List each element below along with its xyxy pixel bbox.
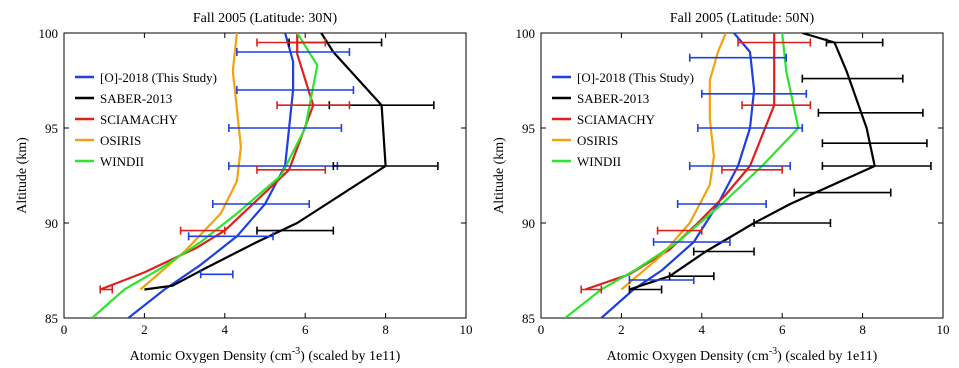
y-tick-label: 95 (45, 121, 58, 136)
error-bar (256, 38, 327, 47)
chart-1: Fall 2005 (Latitude: 30N) 0 2 4 6 8 10 85 90 95 10… (15, 11, 473, 364)
error-bar (179, 226, 226, 235)
series-line (620, 33, 727, 291)
error-bar (737, 38, 812, 47)
y-tick-label: 85 (45, 311, 58, 326)
legend-label: [O]-2018 (This Study) (100, 70, 217, 85)
error-bar (821, 139, 928, 148)
error-bar (700, 89, 808, 98)
plot-data (91, 33, 439, 318)
plot-frame (540, 32, 944, 319)
legend-label: OSIRIS (577, 133, 618, 148)
series-line (127, 33, 295, 318)
legend-label: [O]-2018 (This Study) (577, 70, 694, 85)
error-bar (628, 276, 695, 284)
error-bar (688, 53, 788, 62)
legend-label: SABER-2013 (577, 91, 649, 106)
legend-label: SCIAMACHY (100, 112, 179, 127)
error-bar (236, 86, 355, 94)
chart-2: Fall 2005 (Latitude: 50N) 0 2 4 6 8 10 85 90 95 10… (492, 11, 950, 364)
x-tick-label: 0 (538, 322, 545, 337)
legend-label: OSIRIS (100, 133, 141, 148)
y-tick-label: 95 (522, 121, 535, 136)
x-axis-label: Atomic Oxygen Density (cm-3) (scaled by … (607, 346, 878, 364)
error-bar (753, 219, 832, 227)
error-bar (276, 101, 351, 110)
error-bar (187, 232, 274, 241)
error-bar (652, 238, 731, 246)
x-tick-label: 2 (618, 322, 625, 337)
legend-label: WINDII (577, 154, 621, 169)
x-tick-label: 10 (937, 322, 950, 337)
error-bar (692, 247, 755, 256)
x-tick-label: 4 (222, 322, 229, 337)
error-bar (199, 270, 234, 279)
error-bar (741, 101, 812, 110)
error-bar (256, 226, 335, 235)
error-bar (825, 38, 884, 47)
series-line (139, 33, 242, 291)
x-tick-label: 6 (302, 322, 309, 337)
y-axis-label: Altitude (km) (15, 137, 30, 214)
error-bar (628, 285, 663, 294)
error-bar (99, 285, 114, 294)
error-bar (256, 165, 327, 174)
chart-title: Fall 2005 (Latitude: 50N) (670, 11, 815, 26)
y-tick-label: 90 (522, 216, 535, 231)
error-bar (793, 188, 892, 197)
series-line (91, 33, 319, 318)
error-bar (228, 124, 343, 132)
error-bar (688, 162, 792, 170)
series-line (99, 33, 315, 291)
x-axis-label: Atomic Oxygen Density (cm-3) (scaled by … (130, 346, 401, 364)
y-tick-label: 85 (522, 311, 535, 326)
y-axis-label: Altitude (km) (492, 137, 507, 214)
x-tick-label: 0 (61, 322, 68, 337)
error-bar (236, 48, 351, 56)
error-bar (580, 285, 603, 294)
x-tick-label: 6 (779, 322, 786, 337)
error-bar (332, 162, 439, 170)
legend-label: SCIAMACHY (577, 112, 656, 127)
x-tick-label: 10 (460, 322, 473, 337)
x-tick-label: 8 (382, 322, 389, 337)
error-bar (656, 226, 703, 235)
error-bar (676, 200, 767, 208)
plot-frame (63, 32, 467, 319)
legend: [O]-2018 (This Study) SABER-2013 SCIAMACHY… (75, 70, 217, 169)
x-tick-label: 4 (699, 322, 706, 337)
series-line (144, 33, 387, 291)
error-bar (821, 162, 932, 170)
error-bar (817, 108, 924, 117)
x-tick-label: 8 (859, 322, 866, 337)
error-bar (696, 124, 804, 132)
error-bar (721, 165, 784, 174)
legend-label: SABER-2013 (100, 91, 172, 106)
error-bar (668, 272, 715, 281)
y-tick-label: 90 (45, 216, 58, 231)
legend: [O]-2018 (This Study) SABER-2013 SCIAMACHY… (552, 70, 694, 169)
legend-label: WINDII (100, 154, 144, 169)
error-bar (801, 74, 904, 83)
y-tick-label: 100 (516, 26, 536, 41)
chart-title: Fall 2005 (Latitude: 30N) (193, 11, 338, 26)
x-tick-label: 2 (141, 322, 148, 337)
plot-data (564, 33, 932, 318)
series-line (629, 33, 876, 291)
y-tick-label: 100 (39, 26, 59, 41)
error-bar (211, 200, 311, 208)
